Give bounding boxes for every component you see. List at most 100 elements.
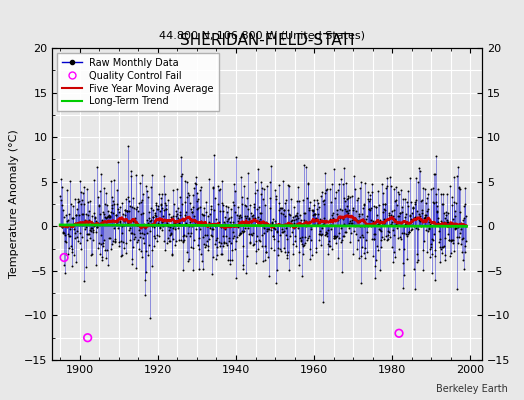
Point [348, 220, 356, 226]
Point [59, 207, 67, 213]
Point [276, 246, 284, 252]
Point [113, 187, 122, 193]
Point [61, 238, 70, 244]
Point [58, 184, 67, 190]
Point [129, 244, 138, 250]
Point [157, 202, 166, 208]
Point [162, 206, 171, 212]
Point [185, 232, 194, 239]
Point [135, 230, 144, 236]
Point [200, 241, 209, 247]
Point [233, 212, 241, 218]
Point [425, 221, 434, 228]
Point [415, 210, 423, 217]
Point [312, 249, 320, 256]
Point [131, 218, 139, 225]
Point [462, 238, 471, 244]
Point [437, 218, 445, 224]
Point [71, 196, 80, 202]
Point [105, 212, 113, 218]
Point [402, 231, 411, 238]
Point [417, 198, 425, 204]
Point [160, 238, 168, 244]
Point [426, 254, 434, 260]
Point [120, 245, 128, 251]
Point [78, 234, 86, 240]
Point [445, 222, 454, 229]
Point [71, 211, 80, 218]
Point [413, 259, 422, 266]
Point [156, 224, 164, 230]
Point [132, 172, 140, 178]
Point [110, 177, 118, 184]
Point [252, 260, 260, 266]
Point [433, 208, 441, 215]
Point [346, 213, 355, 219]
Point [192, 174, 200, 180]
Point [69, 215, 78, 222]
Point [99, 209, 107, 215]
Point [278, 229, 286, 235]
Point [161, 202, 170, 208]
Point [446, 249, 455, 256]
Point [433, 209, 441, 215]
Point [226, 256, 234, 263]
Point [344, 220, 353, 227]
Point [299, 242, 307, 249]
Point [375, 220, 384, 227]
Point [170, 201, 178, 207]
Point [387, 220, 396, 227]
Point [293, 210, 302, 216]
Point [211, 195, 219, 202]
Point [84, 199, 92, 205]
Point [429, 171, 438, 178]
Point [286, 212, 294, 218]
Point [118, 252, 127, 258]
Point [268, 221, 276, 227]
Point [380, 201, 389, 208]
Point [385, 228, 393, 235]
Point [394, 188, 402, 195]
Point [377, 181, 386, 188]
Point [145, 315, 154, 321]
Point [410, 214, 418, 221]
Point [265, 226, 274, 232]
Point [434, 219, 443, 226]
Point [91, 215, 99, 222]
Point [92, 218, 101, 224]
Point [156, 224, 165, 231]
Point [124, 220, 132, 226]
Point [283, 255, 291, 262]
Point [194, 235, 203, 241]
Point [199, 266, 207, 272]
Point [436, 244, 444, 250]
Point [61, 232, 69, 238]
Point [453, 286, 462, 292]
Point [167, 231, 175, 237]
Point [419, 185, 427, 192]
Point [366, 192, 375, 198]
Point [358, 244, 366, 250]
Point [411, 214, 419, 220]
Point [111, 236, 119, 242]
Point [125, 208, 133, 214]
Point [73, 206, 82, 212]
Point [214, 187, 223, 194]
Point [60, 229, 68, 236]
Point [78, 211, 86, 218]
Point [239, 262, 248, 268]
Point [180, 216, 189, 223]
Point [399, 196, 407, 202]
Point [130, 236, 139, 242]
Point [379, 200, 387, 207]
Point [223, 209, 231, 215]
Point [458, 216, 467, 223]
Point [372, 275, 380, 282]
Point [182, 220, 190, 226]
Point [283, 252, 291, 258]
Point [376, 267, 384, 273]
Point [462, 212, 470, 219]
Point [97, 217, 106, 224]
Point [118, 222, 126, 229]
Point [395, 212, 403, 219]
